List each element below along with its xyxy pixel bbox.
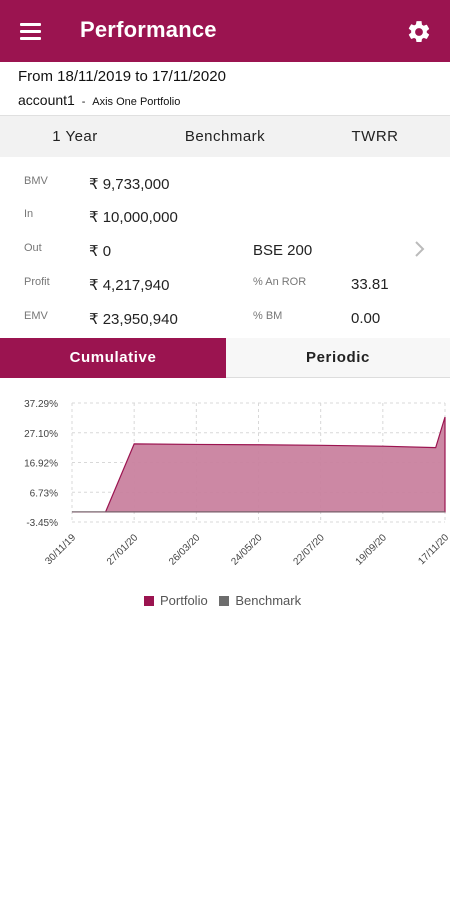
out-label: Out xyxy=(24,242,42,254)
legend-portfolio: Portfolio xyxy=(144,593,208,608)
app-bar: Performance xyxy=(0,0,450,62)
benchmark-name[interactable]: BSE 200 xyxy=(253,242,313,259)
y-tick-label: 6.73% xyxy=(30,488,58,499)
profit-value: ₹ 4,217,940 xyxy=(89,277,170,294)
menu-icon[interactable] xyxy=(20,22,42,40)
gear-icon[interactable] xyxy=(406,19,432,45)
account-line: account1 - Axis One Portfolio xyxy=(18,92,180,108)
in-label: In xyxy=(24,208,34,220)
y-tick-label: 37.29% xyxy=(24,399,58,410)
legend-label-portfolio: Portfolio xyxy=(160,593,208,608)
legend-swatch-benchmark xyxy=(219,596,230,606)
chevron-right-icon[interactable] xyxy=(413,239,427,259)
benchmark-filter[interactable]: Benchmark xyxy=(184,128,266,145)
x-tick-label: 19/09/20 xyxy=(354,532,390,568)
stats-panel: BMV ₹ 9,733,000 In ₹ 10,000,000 Out ₹ 0 … xyxy=(0,157,450,338)
legend-label-benchmark: Benchmark xyxy=(235,593,302,608)
in-value: ₹ 10,000,000 xyxy=(89,209,178,226)
x-tick-label: 26/03/20 xyxy=(167,532,203,568)
x-tick-label: 17/11/20 xyxy=(416,532,450,567)
chart-legend: Portfolio Benchmark xyxy=(144,593,309,608)
x-tick-label: 22/07/20 xyxy=(291,532,327,568)
period-filter[interactable]: 1 Year xyxy=(52,128,98,145)
emv-label: EMV xyxy=(24,310,48,322)
bmv-label: BMV xyxy=(24,175,48,187)
date-range: From 18/11/2019 to 17/11/2020 xyxy=(18,68,226,85)
an-ror-label: % An ROR xyxy=(253,276,307,288)
method-filter[interactable]: TWRR xyxy=(351,128,399,145)
chart-tabs: Cumulative Periodic xyxy=(0,338,450,378)
tab-periodic[interactable]: Periodic xyxy=(226,338,450,378)
legend-benchmark: Benchmark xyxy=(219,593,301,608)
filter-bar: 1 Year Benchmark TWRR xyxy=(0,115,450,158)
tab-cumulative[interactable]: Cumulative xyxy=(0,338,226,378)
emv-value: ₹ 23,950,940 xyxy=(89,311,178,328)
series-area-portfolio xyxy=(72,416,446,513)
y-tick-label: 16.92% xyxy=(24,459,58,470)
bm-value: 0.00 xyxy=(351,310,381,327)
x-tick-label: 27/01/20 xyxy=(105,532,141,568)
account-separator: - xyxy=(81,96,86,108)
account-info: From 18/11/2019 to 17/11/2020 account1 -… xyxy=(0,62,450,115)
y-tick-label: -3.45% xyxy=(26,518,58,529)
page-title: Performance xyxy=(80,17,217,42)
account-name: account1 xyxy=(18,92,75,108)
x-tick-label: 30/11/19 xyxy=(43,532,78,567)
legend-swatch-portfolio xyxy=(144,596,154,606)
an-ror-value: 33.81 xyxy=(351,276,389,293)
portfolio-name: Axis One Portfolio xyxy=(92,96,181,108)
bmv-value: ₹ 9,733,000 xyxy=(89,176,170,193)
y-tick-label: 27.10% xyxy=(24,429,58,440)
performance-chart: 37.29% 27.10% 16.92% 6.73% -3.45% 30/11/19 27/… xyxy=(24,399,450,568)
out-value: ₹ 0 xyxy=(89,243,112,260)
x-tick-label: 24/05/20 xyxy=(229,532,265,568)
bm-label: % BM xyxy=(253,310,283,322)
profit-label: Profit xyxy=(24,276,50,288)
